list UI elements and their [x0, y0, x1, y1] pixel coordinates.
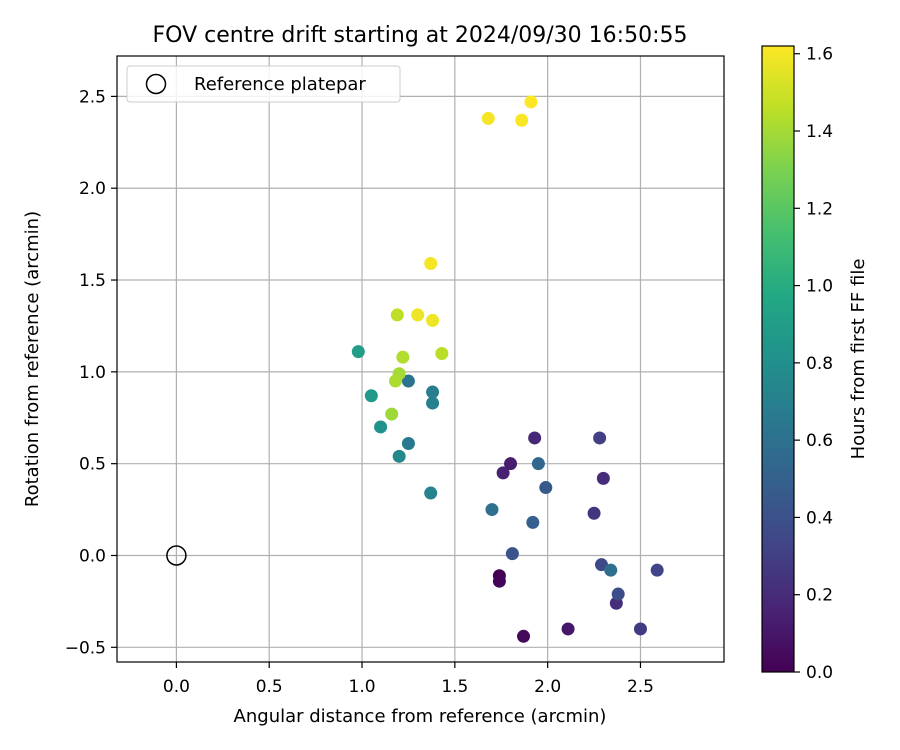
scatter-point: [435, 346, 449, 360]
x-tick-label: 0.5: [256, 677, 283, 697]
legend-box: [126, 65, 401, 103]
scatter-point: [401, 436, 415, 450]
legend-open-circle-icon: [145, 73, 167, 95]
colorbar-ticks: 0.0 0.2 0.4 0.6 0.8 1.0 1.2 1.4 1.6: [794, 45, 833, 683]
scatter-point: [364, 389, 378, 403]
scatter-point: [426, 396, 440, 410]
reference-marker-group: [166, 545, 187, 566]
y-tick-label: 1.5: [79, 271, 106, 291]
scatter-point: [539, 481, 553, 495]
colorbar-tick-label: 0.6: [806, 431, 833, 451]
y-tick-label: −0.5: [65, 638, 106, 658]
grid-lines: [117, 56, 724, 662]
scatter-point: [411, 308, 425, 322]
colorbar-tick-label: 1.6: [806, 45, 833, 65]
scatter-point: [351, 345, 365, 359]
x-axis-label: Angular distance from reference (arcmin): [234, 706, 607, 727]
scatter-point: [596, 471, 610, 485]
x-tick-label: 2.5: [627, 677, 654, 697]
scatter-point: [424, 486, 438, 500]
y-axis-ticks: −0.5 0.0 0.5 1.0 1.5 2.0 2.5: [65, 87, 117, 658]
scatter-point: [481, 111, 495, 125]
colorbar-label: Hours from first FF file: [848, 259, 869, 460]
scatter-point: [424, 257, 438, 271]
scatter-point: [426, 313, 440, 327]
reference-platepar-marker: [166, 545, 187, 566]
scatter-point: [515, 113, 529, 127]
x-tick-label: 1.5: [441, 677, 468, 697]
colorbar-tick-label: 0.8: [806, 354, 833, 374]
x-tick-label: 0.0: [163, 677, 190, 697]
scatter-point: [633, 622, 647, 636]
scatter-point: [392, 449, 406, 463]
scatter-point: [388, 374, 402, 388]
scatter-point: [505, 547, 519, 561]
x-tick-label: 1.0: [349, 677, 376, 697]
scatter-point: [524, 95, 538, 109]
y-tick-label: 2.5: [79, 87, 106, 107]
legend-label-reference-platepar: Reference platepar: [194, 74, 366, 95]
colorbar-tick-label: 0.4: [806, 508, 833, 528]
colorbar-fill: [762, 46, 794, 672]
plot-area-border: [116, 55, 725, 663]
x-axis-ticks: 0.0 0.5 1.0 1.5 2.0 2.5: [163, 662, 654, 697]
colorbar-tick-label: 1.2: [806, 199, 833, 219]
scatter-point: [531, 457, 545, 471]
colorbar-tick-label: 0.0: [806, 663, 833, 683]
scatter-point: [492, 574, 506, 588]
scatter-point: [401, 374, 415, 388]
scatter-point: [426, 385, 440, 399]
colorbar-tick-label: 1.0: [806, 277, 833, 297]
x-tick-label: 2.0: [534, 677, 561, 697]
y-tick-label: 2.0: [79, 179, 106, 199]
scatter-point: [385, 407, 399, 421]
scatter-point: [611, 587, 625, 601]
chart-title: FOV centre drift starting at 2024/09/30 …: [153, 23, 688, 48]
scatter-point: [485, 503, 499, 517]
scatter-point: [504, 457, 518, 471]
scatter-point: [517, 629, 531, 643]
colorbar-tick-label: 0.2: [806, 586, 833, 606]
scatter-point: [604, 563, 618, 577]
y-tick-label: 0.0: [79, 546, 106, 566]
scatter-point: [528, 431, 542, 445]
y-tick-label: 1.0: [79, 363, 106, 383]
scatter-point: [587, 506, 601, 520]
scatter-point: [390, 308, 404, 322]
y-tick-label: 0.5: [79, 455, 106, 475]
scatter-point: [526, 515, 540, 529]
scatter-point: [593, 431, 607, 445]
scatter-point: [374, 420, 388, 434]
scatter-point: [650, 563, 664, 577]
y-axis-label: Rotation from reference (arcmin): [22, 211, 43, 507]
legend: Reference platepar: [126, 65, 401, 103]
scatter-point: [396, 350, 410, 364]
scatter-points: [351, 95, 664, 643]
scatter-point: [496, 466, 510, 480]
colorbar-tick-label: 1.4: [806, 122, 833, 142]
scatter-point: [561, 622, 575, 636]
colorbar: 0.0 0.2 0.4 0.6 0.8 1.0 1.2 1.4 1.6 Hours from f…: [761, 45, 869, 683]
colorbar-border: [761, 45, 795, 673]
